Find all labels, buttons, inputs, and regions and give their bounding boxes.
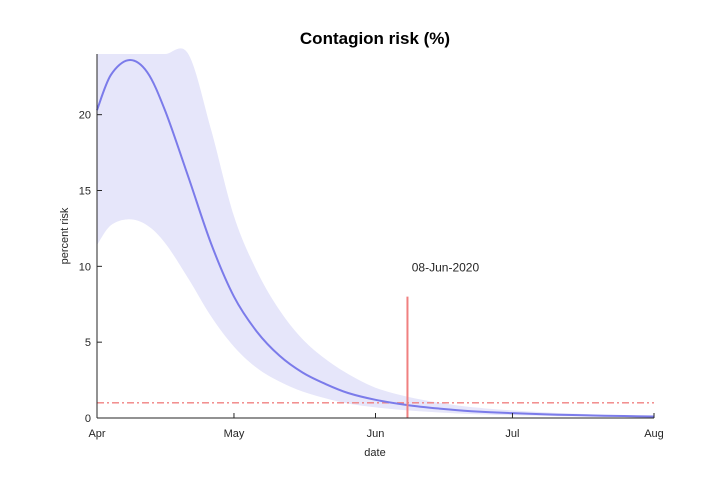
confidence-band	[97, 48, 654, 418]
x-axis-label: date	[364, 447, 385, 459]
y-axis-label: percent risk	[59, 207, 71, 264]
x-tick-label: Aug	[644, 428, 664, 440]
y-tick-label: 5	[85, 337, 91, 349]
x-tick-label: Jun	[367, 428, 385, 440]
plot-area: 08-Jun-2020	[96, 48, 655, 418]
y-ticks: 0 5 10 15 20	[79, 110, 102, 425]
y-tick-label: 0	[85, 413, 91, 425]
y-tick-label: 20	[79, 110, 91, 122]
x-tick-label: Jul	[505, 428, 519, 440]
x-ticks: Apr May Jun Jul Aug	[88, 413, 664, 440]
x-tick-label: May	[224, 428, 245, 440]
y-tick-label: 15	[79, 186, 91, 198]
chart-title: Contagion risk (%)	[300, 29, 450, 48]
risk-estimate-line	[96, 59, 655, 418]
axes: Apr May Jun Jul Aug 0 5 10 15 20	[79, 54, 664, 440]
y-tick-label: 10	[79, 261, 91, 273]
date-marker-label: 08-Jun-2020	[412, 261, 480, 275]
x-tick-label: Apr	[88, 428, 105, 440]
